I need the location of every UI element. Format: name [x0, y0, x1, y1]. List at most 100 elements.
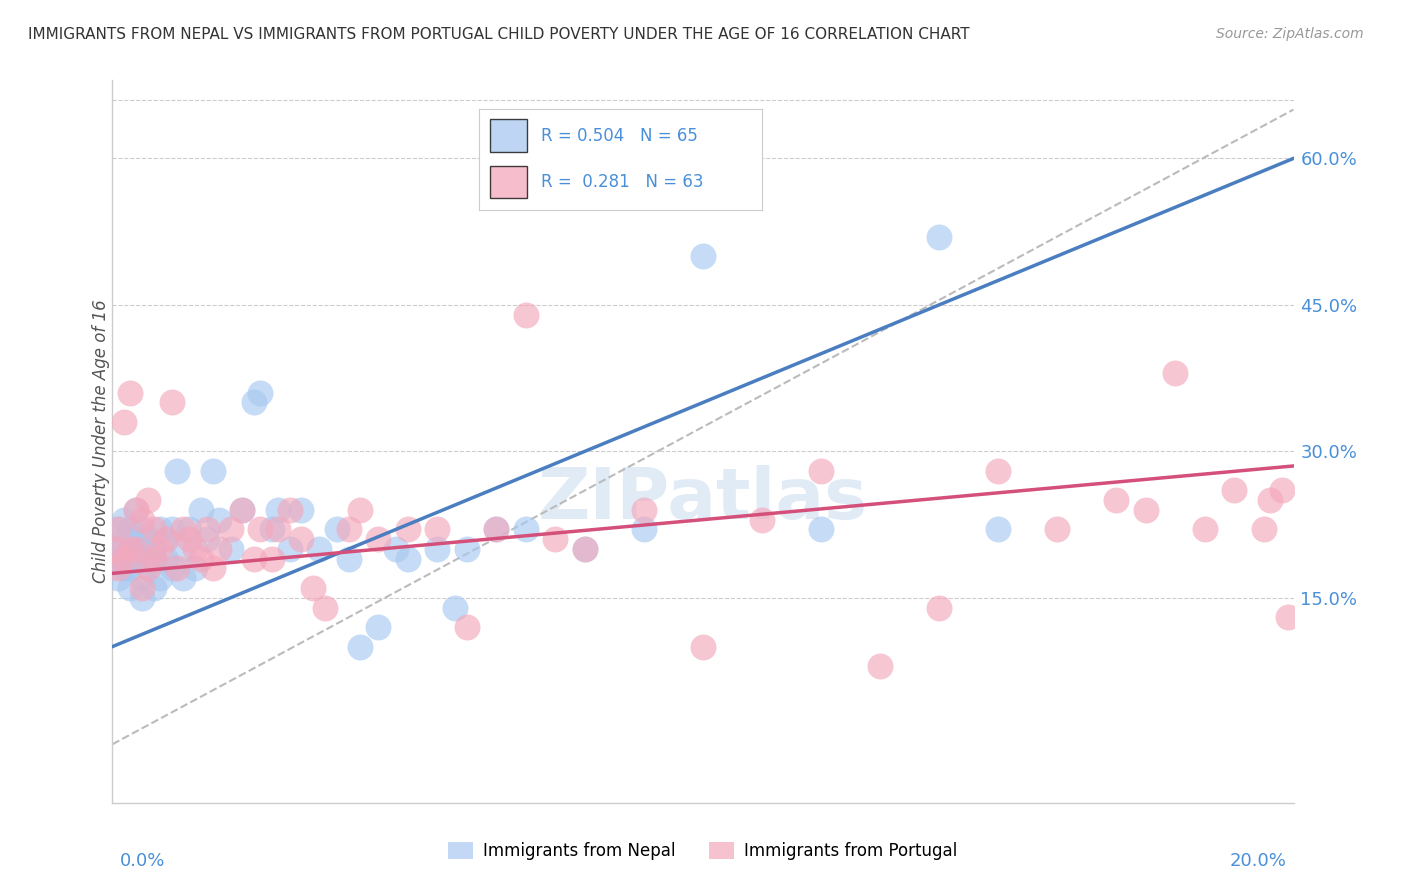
- Point: [166, 464, 188, 478]
- Point: [125, 503, 148, 517]
- Point: [456, 620, 478, 634]
- Point: [166, 561, 188, 575]
- Point: [131, 513, 153, 527]
- Point: [267, 523, 290, 537]
- Point: [1271, 483, 1294, 498]
- Point: [131, 571, 153, 585]
- Point: [131, 591, 153, 605]
- Point: [396, 523, 419, 537]
- Point: [444, 600, 467, 615]
- Point: [208, 513, 231, 527]
- Point: [869, 659, 891, 673]
- Point: [142, 581, 165, 595]
- Point: [142, 551, 165, 566]
- Point: [1258, 493, 1281, 508]
- Point: [208, 541, 231, 556]
- Point: [149, 541, 172, 556]
- Point: [574, 541, 596, 556]
- Point: [160, 395, 183, 409]
- Point: [485, 523, 508, 537]
- Text: 20.0%: 20.0%: [1230, 852, 1286, 870]
- Point: [267, 503, 290, 517]
- Legend: Immigrants from Nepal, Immigrants from Portugal: Immigrants from Nepal, Immigrants from P…: [441, 835, 965, 867]
- Point: [112, 561, 135, 575]
- Point: [1253, 523, 1275, 537]
- Point: [314, 600, 336, 615]
- Point: [574, 541, 596, 556]
- Point: [125, 532, 148, 546]
- Text: 0.0%: 0.0%: [120, 852, 165, 870]
- Point: [231, 503, 253, 517]
- Point: [249, 385, 271, 400]
- Point: [142, 541, 165, 556]
- Point: [155, 532, 177, 546]
- Point: [219, 523, 242, 537]
- Point: [810, 464, 832, 478]
- Text: IMMIGRANTS FROM NEPAL VS IMMIGRANTS FROM PORTUGAL CHILD POVERTY UNDER THE AGE OF: IMMIGRANTS FROM NEPAL VS IMMIGRANTS FROM…: [28, 27, 970, 42]
- Point: [172, 523, 194, 537]
- Point: [1046, 523, 1069, 537]
- Point: [131, 541, 153, 556]
- Y-axis label: Child Poverty Under the Age of 16: Child Poverty Under the Age of 16: [93, 300, 110, 583]
- Point: [456, 541, 478, 556]
- Point: [112, 551, 135, 566]
- Text: ZIPatlas: ZIPatlas: [538, 465, 868, 533]
- Point: [155, 532, 177, 546]
- Point: [112, 415, 135, 429]
- Point: [987, 464, 1010, 478]
- Point: [131, 523, 153, 537]
- Point: [195, 532, 218, 546]
- Point: [810, 523, 832, 537]
- Point: [125, 551, 148, 566]
- Point: [515, 523, 537, 537]
- Point: [290, 532, 312, 546]
- Point: [243, 395, 266, 409]
- Point: [184, 541, 207, 556]
- Point: [349, 503, 371, 517]
- Text: Source: ZipAtlas.com: Source: ZipAtlas.com: [1216, 27, 1364, 41]
- Point: [104, 551, 127, 566]
- Point: [485, 523, 508, 537]
- Point: [426, 541, 449, 556]
- Point: [112, 532, 135, 546]
- Point: [385, 541, 408, 556]
- Point: [179, 523, 201, 537]
- Point: [278, 503, 301, 517]
- Point: [112, 513, 135, 527]
- Point: [249, 523, 271, 537]
- Point: [633, 503, 655, 517]
- Point: [149, 523, 172, 537]
- Point: [928, 600, 950, 615]
- Point: [184, 561, 207, 575]
- Point: [349, 640, 371, 654]
- Point: [633, 523, 655, 537]
- Point: [243, 551, 266, 566]
- Point: [337, 523, 360, 537]
- Point: [426, 523, 449, 537]
- Point: [1105, 493, 1128, 508]
- Point: [1223, 483, 1246, 498]
- Point: [136, 561, 159, 575]
- Point: [278, 541, 301, 556]
- Point: [326, 523, 349, 537]
- Point: [1277, 610, 1299, 624]
- Point: [290, 503, 312, 517]
- Point: [396, 551, 419, 566]
- Point: [1194, 523, 1216, 537]
- Point: [104, 541, 127, 556]
- Point: [120, 581, 142, 595]
- Point: [125, 541, 148, 556]
- Point: [1164, 366, 1187, 380]
- Point: [692, 249, 714, 263]
- Point: [107, 523, 129, 537]
- Point: [190, 551, 212, 566]
- Point: [120, 561, 142, 575]
- Point: [219, 541, 242, 556]
- Point: [120, 541, 142, 556]
- Point: [172, 571, 194, 585]
- Point: [231, 503, 253, 517]
- Point: [160, 561, 183, 575]
- Point: [155, 551, 177, 566]
- Point: [195, 523, 218, 537]
- Point: [201, 561, 224, 575]
